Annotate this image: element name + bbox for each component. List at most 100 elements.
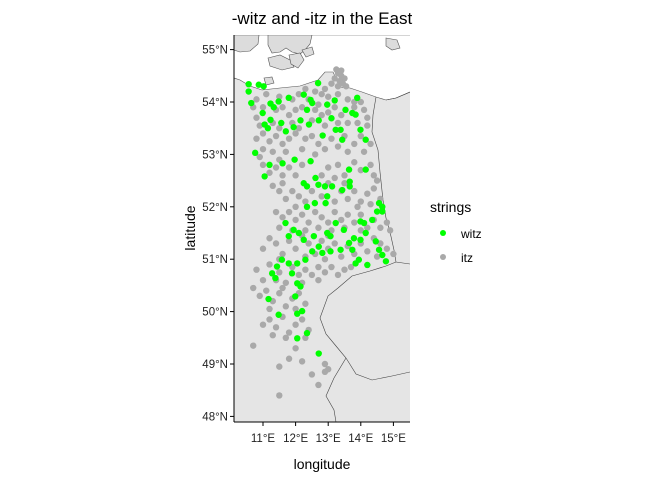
x-tick-label: 12°E: [283, 433, 308, 445]
point-witz: [346, 178, 353, 185]
point-itz: [292, 216, 299, 224]
point-witz: [310, 232, 318, 240]
point-itz: [342, 83, 350, 90]
point-itz: [282, 303, 290, 310]
point-itz: [333, 66, 340, 73]
chart-title: -witz and -itz in the East: [232, 9, 413, 28]
point-witz: [245, 80, 252, 88]
point-itz: [250, 342, 257, 349]
point-itz: [344, 119, 351, 127]
point-witz: [290, 123, 297, 131]
point-witz: [303, 106, 311, 114]
point-witz: [345, 166, 353, 173]
point-witz: [339, 136, 346, 143]
point-itz: [377, 224, 384, 231]
point-witz: [369, 216, 376, 224]
point-itz: [282, 148, 290, 155]
point-itz: [285, 355, 293, 362]
x-axis-label: longitude: [294, 456, 351, 472]
point-itz: [334, 83, 342, 90]
point-itz: [351, 104, 358, 111]
point-itz: [292, 345, 299, 352]
point-witz: [273, 263, 281, 270]
point-itz: [295, 90, 303, 98]
point-witz: [315, 243, 322, 250]
point-witz: [264, 125, 272, 132]
point-witz: [321, 183, 329, 190]
point-itz: [331, 75, 338, 82]
point-witz: [275, 311, 282, 318]
point-itz: [344, 195, 351, 203]
point-itz: [321, 269, 329, 276]
point-itz: [357, 166, 364, 174]
point-witz: [309, 248, 316, 255]
point-witz: [270, 104, 277, 111]
point-itz: [341, 180, 348, 187]
x-tick-label: 14°E: [348, 433, 373, 445]
point-itz: [318, 111, 325, 119]
point-witz: [327, 248, 334, 255]
point-itz: [279, 214, 286, 221]
point-itz: [325, 164, 332, 171]
point-itz: [298, 316, 306, 323]
point-witz: [267, 116, 274, 124]
y-tick-label: 50°N: [202, 307, 228, 319]
y-axis-ticks: 48°N 49°N 50°N 51°N 52°N 53°N 54°N 55°N: [202, 45, 234, 423]
point-itz: [338, 216, 345, 224]
point-itz: [331, 104, 338, 111]
x-tick-label: 13°E: [316, 433, 341, 445]
point-witz: [349, 246, 356, 253]
point-itz: [311, 208, 319, 216]
point-witz: [332, 219, 339, 227]
point-itz: [364, 190, 371, 197]
point-itz: [276, 363, 283, 370]
point-witz: [268, 270, 276, 277]
point-itz: [292, 130, 299, 137]
point-witz: [266, 161, 273, 169]
point-itz: [373, 177, 381, 184]
point-itz: [328, 135, 335, 142]
point-itz: [341, 172, 348, 179]
y-tick-label: 53°N: [202, 149, 228, 161]
point-itz: [253, 96, 260, 103]
point-itz: [325, 109, 332, 116]
point-itz: [315, 140, 322, 148]
point-itz: [321, 368, 329, 376]
point-itz: [282, 334, 290, 341]
point-itz: [334, 90, 342, 98]
point-itz: [325, 219, 332, 226]
point-itz: [295, 271, 303, 279]
point-witz: [295, 229, 303, 237]
point-itz: [357, 198, 364, 205]
point-itz: [282, 195, 290, 203]
point-itz: [370, 172, 378, 179]
point-itz: [259, 161, 267, 169]
point-witz: [248, 99, 255, 107]
point-itz: [357, 211, 364, 218]
point-witz: [331, 97, 338, 104]
point-itz: [308, 132, 316, 140]
point-itz: [311, 106, 319, 114]
point-itz: [318, 214, 325, 221]
point-itz: [325, 93, 332, 100]
point-witz: [337, 246, 344, 253]
point-itz: [344, 148, 351, 155]
point-witz: [294, 335, 301, 342]
point-itz: [302, 85, 309, 93]
point-witz: [297, 117, 304, 124]
point-witz: [245, 88, 252, 95]
point-itz: [390, 250, 397, 258]
point-witz: [302, 256, 309, 263]
point-witz: [360, 219, 368, 227]
point-itz: [272, 240, 280, 247]
point-itz: [272, 164, 280, 171]
point-witz: [291, 156, 298, 163]
point-itz: [298, 211, 306, 218]
point-itz: [321, 256, 329, 263]
point-itz: [292, 203, 299, 210]
point-witz: [300, 236, 307, 244]
point-itz: [295, 193, 303, 200]
point-witz: [285, 260, 292, 267]
point-itz: [302, 135, 309, 142]
point-itz: [269, 331, 276, 339]
